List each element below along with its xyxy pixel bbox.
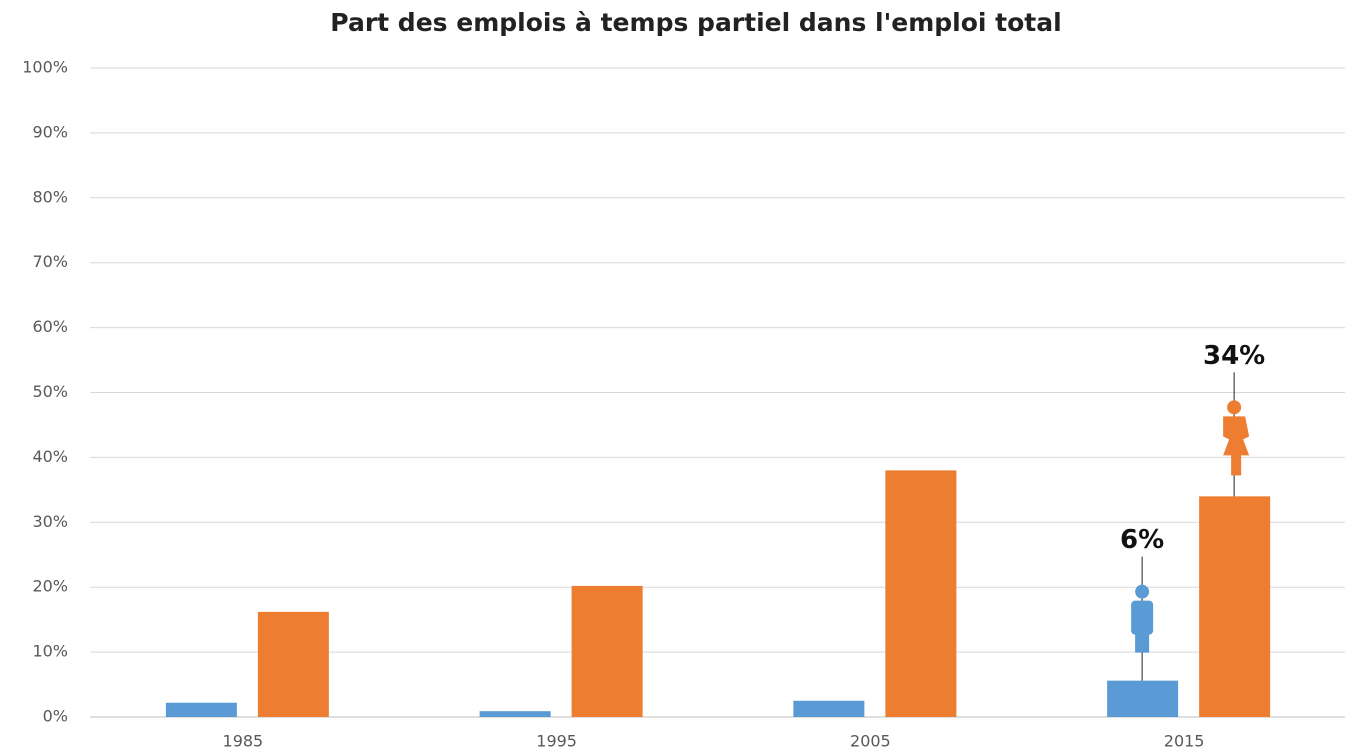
- icon-head: [1227, 400, 1242, 415]
- y-tick-label: 50%: [32, 382, 68, 401]
- y-tick-label: 90%: [32, 122, 68, 141]
- value-label: 6%: [1120, 525, 1164, 555]
- bar: [165, 702, 237, 717]
- y-tick-label: 70%: [32, 252, 68, 271]
- y-tick-label: 10%: [32, 642, 68, 661]
- bar: [1107, 680, 1179, 717]
- bar: [793, 700, 865, 717]
- y-tick-label: 40%: [32, 447, 68, 466]
- y-tick-label: 30%: [32, 512, 68, 531]
- x-tick-label: 1985: [223, 732, 264, 751]
- icon-head: [1135, 584, 1150, 599]
- bar: [1199, 496, 1271, 717]
- y-tick-label: 60%: [32, 317, 68, 336]
- x-tick-label: 2015: [1164, 732, 1205, 751]
- icon-body: [1131, 600, 1154, 635]
- y-tick-label: 0%: [43, 707, 68, 726]
- chart-title: Part des emplois à temps partiel dans l'…: [330, 8, 1061, 37]
- bar: [479, 711, 551, 717]
- x-tick-label: 1995: [536, 732, 577, 751]
- icon-body: [1223, 416, 1250, 476]
- value-label: 34%: [1203, 341, 1265, 371]
- x-tick-label: 2005: [850, 732, 891, 751]
- icon-legs: [1135, 630, 1150, 653]
- person-icon: [1223, 400, 1250, 476]
- y-tick-label: 80%: [32, 187, 68, 206]
- person-icon: [1131, 584, 1154, 653]
- y-tick-label: 20%: [32, 577, 68, 596]
- bar: [571, 585, 643, 717]
- bar: [885, 470, 957, 717]
- y-tick-label: 100%: [22, 58, 68, 77]
- bar: [257, 611, 329, 717]
